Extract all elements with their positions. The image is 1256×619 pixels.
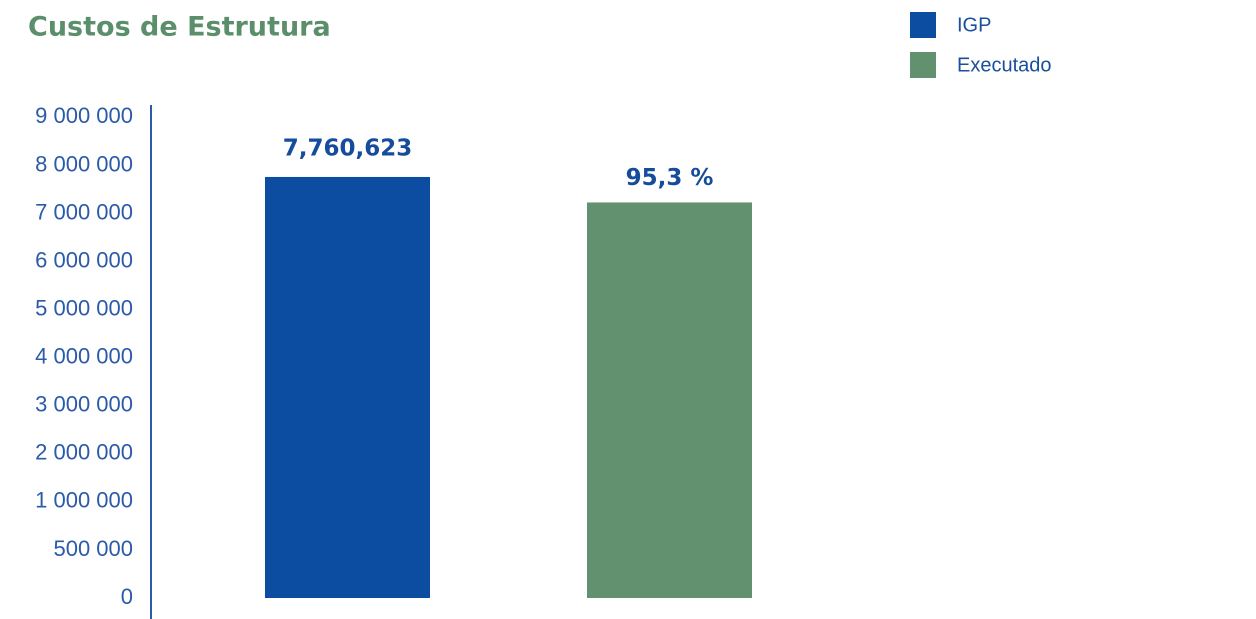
y-tick-label: 4 000 000 — [35, 344, 133, 369]
legend-label: IGP — [957, 14, 991, 36]
y-tick-label: 5 000 000 — [35, 295, 133, 320]
y-tick-label: 2 000 000 — [35, 440, 133, 465]
legend-label: Executado — [957, 54, 1052, 76]
y-tick-label: 3 000 000 — [35, 392, 133, 417]
y-tick-label: 7 000 000 — [35, 199, 133, 224]
y-tick-label: 500 000 — [53, 536, 133, 561]
y-tick-label: 0 — [121, 584, 133, 609]
y-tick-label: 9 000 000 — [35, 103, 133, 128]
y-tick-label: 8 000 000 — [35, 151, 133, 176]
legend-swatch — [910, 12, 936, 38]
y-tick-label: 6 000 000 — [35, 247, 133, 272]
chart-title: Custos de Estrutura — [28, 12, 331, 43]
y-tick-label: 1 000 000 — [35, 488, 133, 513]
bar — [587, 202, 752, 599]
bar — [265, 176, 430, 598]
legend-swatch — [910, 52, 936, 78]
value-label: 7,760,623 — [283, 135, 413, 161]
annotation: 95,3 % — [626, 165, 714, 191]
